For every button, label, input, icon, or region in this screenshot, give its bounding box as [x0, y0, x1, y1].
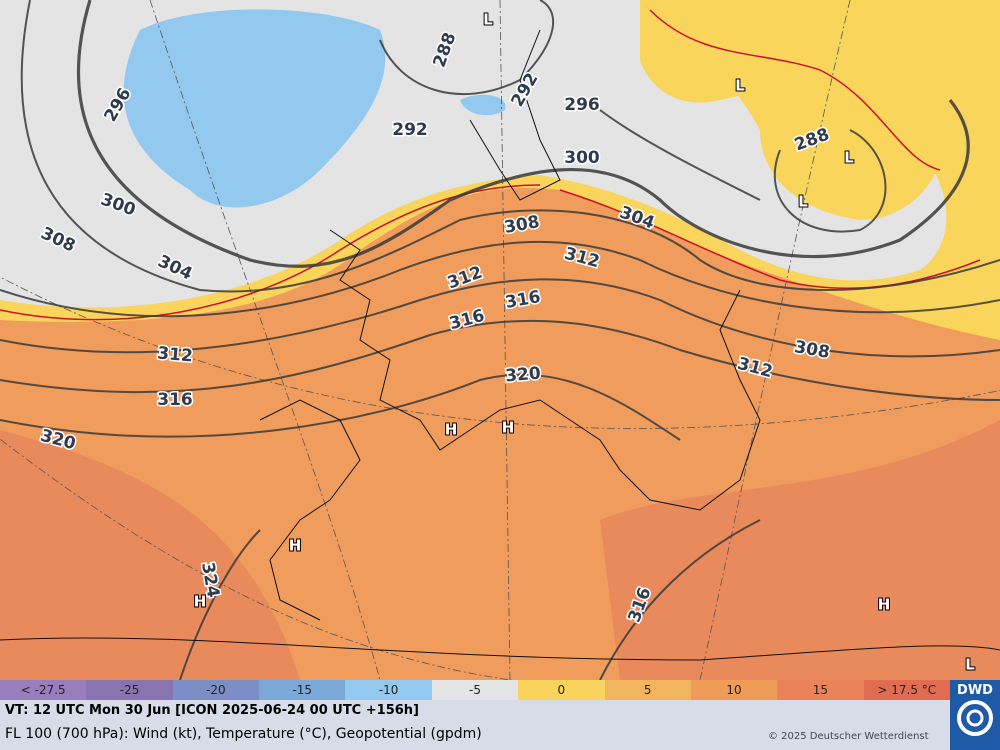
- legend: < -27.5 -25 -20 -15 -10 -5 0 5 10 15 > 17.5 °C: [0, 680, 950, 700]
- contour: [0, 278, 1000, 358]
- legend-item: -25: [86, 680, 173, 700]
- contour-label: 320: [504, 363, 541, 386]
- cool-area: [714, 18, 946, 220]
- pressure-center: H: [445, 421, 458, 439]
- legend-item: 5: [604, 680, 691, 700]
- legend-item: 15: [777, 680, 864, 700]
- pressure-center: L: [735, 77, 745, 95]
- contour-label: 300: [564, 148, 600, 168]
- pressure-center: L: [844, 149, 854, 167]
- cold-patch: [123, 9, 386, 208]
- pressure-center: L: [798, 193, 808, 211]
- pressure-center: H: [289, 537, 302, 555]
- contour: [20, 0, 1000, 293]
- logo-icon: [957, 700, 993, 736]
- contour: [599, 109, 761, 201]
- warm-area: [600, 420, 1000, 680]
- legend-item: -5: [431, 680, 519, 700]
- freezing-line: [559, 189, 981, 289]
- grid-line: [0, 276, 1000, 429]
- contour-label: 312: [156, 343, 193, 366]
- grid-line: [499, 0, 511, 680]
- contour-label: 316: [157, 390, 193, 410]
- contour: [0, 373, 681, 441]
- contour-label: 292: [392, 120, 428, 140]
- valid-time: VT: 12 UTC Mon 30 Jun [ICON 2025-06-24 0…: [5, 703, 419, 718]
- coastline: [329, 229, 761, 511]
- pressure-center: H: [502, 419, 515, 437]
- contour-label: 296: [564, 95, 600, 115]
- grid-line: [149, 0, 381, 680]
- legend-item: 10: [690, 680, 778, 700]
- freezing-line: [649, 9, 941, 171]
- contour: [379, 0, 554, 95]
- logo: DWD: [950, 680, 1000, 750]
- pressure-center: H: [878, 596, 891, 614]
- contour: [0, 319, 1000, 401]
- contour: [773, 129, 887, 233]
- copyright: © 2025 Deutscher Wetterdienst: [768, 731, 929, 742]
- logo-text: DWD: [957, 683, 993, 698]
- legend-item: -15: [259, 680, 346, 700]
- pressure-center: L: [965, 656, 975, 674]
- contour: [599, 519, 761, 680]
- legend-item: > 17.5 °C: [863, 680, 950, 700]
- coastline: [259, 399, 361, 621]
- legend-item: 0: [518, 680, 605, 700]
- contour-label: 308: [793, 337, 831, 363]
- contour: [0, 240, 1000, 318]
- pressure-center: H: [194, 593, 207, 611]
- pressure-center: L: [483, 11, 493, 29]
- grid-line: [0, 438, 514, 680]
- legend-item: < -27.5: [0, 680, 87, 700]
- grid-line: [699, 0, 851, 680]
- legend-item: -10: [345, 680, 432, 700]
- coastline: [469, 29, 561, 201]
- description: FL 100 (700 hPa): Wind (kt), Temperature…: [5, 726, 482, 742]
- contour: [179, 529, 261, 680]
- cold-patch: [460, 94, 506, 116]
- warm-area: [0, 430, 300, 680]
- legend-item: -20: [172, 680, 260, 700]
- coastline: [0, 637, 1000, 661]
- contour: [76, 0, 970, 268]
